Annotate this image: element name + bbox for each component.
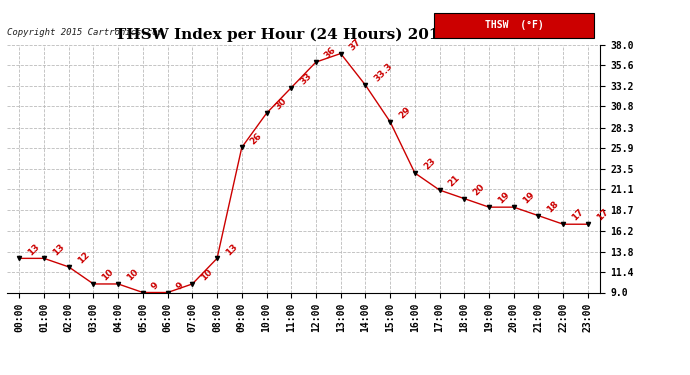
Text: 30: 30	[273, 97, 288, 112]
Text: 10: 10	[100, 267, 115, 283]
Text: 26: 26	[248, 131, 264, 146]
Text: 19: 19	[521, 190, 536, 206]
Text: 10: 10	[125, 267, 140, 283]
Title: THSW Index per Hour (24 Hours) 20150301: THSW Index per Hour (24 Hours) 20150301	[115, 28, 493, 42]
Text: 13: 13	[51, 242, 66, 257]
Text: 37: 37	[348, 37, 363, 52]
Text: 17: 17	[595, 207, 610, 223]
Text: Copyright 2015 Cartronics.com: Copyright 2015 Cartronics.com	[7, 28, 163, 37]
Text: 10: 10	[199, 267, 215, 283]
Text: 18: 18	[545, 199, 561, 214]
Text: 29: 29	[397, 105, 413, 120]
Text: 33: 33	[298, 71, 313, 86]
Text: 9: 9	[150, 280, 161, 291]
Text: 17: 17	[570, 207, 585, 223]
Text: 12: 12	[76, 250, 91, 266]
Text: 13: 13	[224, 242, 239, 257]
Text: 33.3: 33.3	[373, 62, 395, 84]
Text: THSW  (°F): THSW (°F)	[485, 20, 544, 30]
Text: 9: 9	[175, 280, 186, 291]
FancyBboxPatch shape	[434, 13, 594, 38]
Text: 13: 13	[26, 242, 41, 257]
Text: 36: 36	[323, 45, 338, 61]
Text: 20: 20	[471, 182, 486, 197]
Text: 19: 19	[496, 190, 511, 206]
Text: 23: 23	[422, 156, 437, 172]
Text: 21: 21	[446, 174, 462, 189]
